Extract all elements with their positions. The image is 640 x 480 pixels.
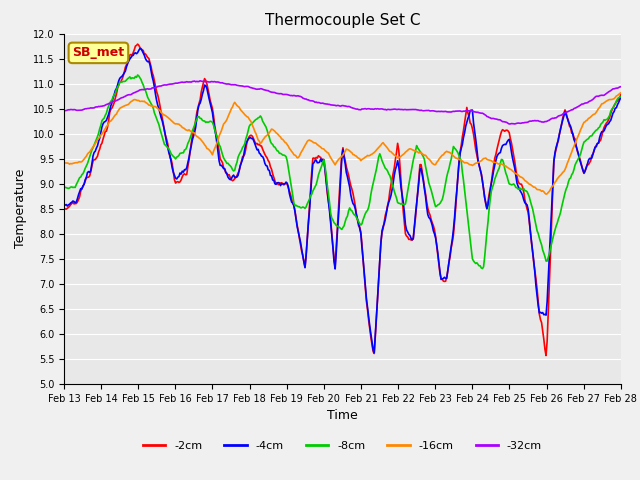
- -4cm: [362, 295, 370, 301]
- -8cm: [60, 184, 68, 190]
- -8cm: [479, 266, 486, 272]
- -16cm: [605, 97, 612, 103]
- -4cm: [136, 46, 144, 51]
- -2cm: [60, 206, 68, 212]
- -16cm: [542, 191, 550, 197]
- Title: Thermocouple Set C: Thermocouple Set C: [265, 13, 420, 28]
- -16cm: [516, 174, 524, 180]
- -2cm: [326, 206, 333, 212]
- -32cm: [617, 84, 625, 90]
- -2cm: [518, 181, 525, 187]
- -2cm: [617, 92, 625, 97]
- -8cm: [617, 94, 625, 100]
- -32cm: [326, 102, 333, 108]
- -32cm: [362, 106, 370, 112]
- Line: -16cm: -16cm: [64, 93, 621, 194]
- -16cm: [328, 156, 335, 162]
- -32cm: [60, 108, 68, 114]
- -2cm: [362, 298, 370, 304]
- -16cm: [362, 154, 369, 160]
- -32cm: [393, 107, 401, 112]
- Line: -4cm: -4cm: [64, 48, 621, 352]
- -8cm: [393, 195, 401, 201]
- X-axis label: Time: Time: [327, 409, 358, 422]
- -4cm: [606, 119, 614, 124]
- -8cm: [606, 112, 614, 118]
- -16cm: [392, 153, 399, 159]
- -32cm: [196, 78, 204, 84]
- -4cm: [371, 349, 378, 355]
- -16cm: [60, 160, 68, 166]
- -4cm: [617, 95, 625, 100]
- -16cm: [324, 150, 332, 156]
- -4cm: [329, 244, 337, 250]
- Line: -32cm: -32cm: [64, 81, 621, 124]
- -8cm: [519, 187, 527, 192]
- -2cm: [606, 114, 614, 120]
- -4cm: [326, 208, 333, 214]
- Legend: -2cm, -4cm, -8cm, -16cm, -32cm: -2cm, -4cm, -8cm, -16cm, -32cm: [138, 437, 547, 456]
- -8cm: [134, 72, 141, 78]
- Line: -2cm: -2cm: [64, 44, 621, 356]
- -32cm: [506, 121, 513, 127]
- -8cm: [362, 209, 370, 215]
- -2cm: [134, 41, 141, 47]
- -8cm: [329, 217, 337, 223]
- -4cm: [60, 202, 68, 207]
- -4cm: [394, 158, 401, 164]
- Line: -8cm: -8cm: [64, 75, 621, 269]
- -2cm: [542, 353, 550, 359]
- -32cm: [519, 120, 527, 126]
- -32cm: [329, 102, 337, 108]
- -2cm: [329, 244, 337, 250]
- -32cm: [606, 88, 614, 94]
- -2cm: [393, 150, 401, 156]
- -16cm: [617, 90, 625, 96]
- Text: SB_met: SB_met: [72, 47, 124, 60]
- -4cm: [519, 192, 527, 198]
- -8cm: [326, 200, 333, 206]
- Y-axis label: Temperature: Temperature: [14, 169, 28, 249]
